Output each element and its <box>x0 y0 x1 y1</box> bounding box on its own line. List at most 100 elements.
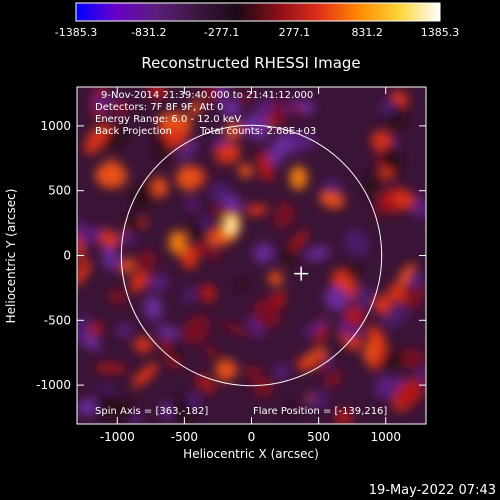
fringe-structure <box>290 229 308 252</box>
fringe-structure <box>112 99 130 117</box>
bright-source <box>168 230 187 255</box>
fringe-structure <box>243 365 262 379</box>
chart-title: Reconstructed RHESSI Image <box>141 54 360 72</box>
x-tick-label: -1000 <box>100 430 135 444</box>
y-tick-label: 500 <box>48 184 71 198</box>
fringe-structure <box>95 163 128 189</box>
fringe-structure <box>221 194 243 212</box>
fringe-structure <box>84 125 107 155</box>
fringe-structure <box>209 137 231 147</box>
fringe-structure <box>378 99 397 116</box>
fringe-structure <box>182 315 210 345</box>
fringe-structure <box>308 390 329 411</box>
fringe-structure <box>79 225 102 245</box>
fringe-structure <box>96 393 122 419</box>
fringe-structure <box>180 245 198 269</box>
fringe-structure <box>133 336 153 353</box>
annotation-flare-position: Flare Position = [-139,216] <box>253 406 387 417</box>
fringe-structure <box>222 322 251 337</box>
y-tick-label: 0 <box>63 249 71 263</box>
fringe-structure <box>131 184 154 209</box>
y-axis: -1000 -500 0 500 1000 <box>36 119 426 392</box>
fringe-structure <box>144 295 163 321</box>
annotation-method: Back Projection <box>95 126 172 137</box>
fringe-structure <box>274 200 292 230</box>
fringe-structure <box>243 115 269 140</box>
fringe-structure <box>253 298 281 328</box>
x-tick-label: -500 <box>171 430 198 444</box>
fringe-structure <box>196 374 216 394</box>
fringe-structure <box>214 142 241 164</box>
fringe-structure <box>406 295 421 311</box>
fringe-structure <box>186 197 199 211</box>
fringe-structure <box>235 279 247 291</box>
colorbar-tick-label: -1385.3 <box>55 26 97 39</box>
fringe-structure <box>284 401 294 420</box>
fringe-structure <box>94 363 128 373</box>
x-tick-label: 1000 <box>370 430 401 444</box>
fringe-structure <box>252 376 274 398</box>
fringe-structure <box>190 99 202 117</box>
fringe-structure <box>182 285 197 305</box>
x-axis-label: Heliocentric X (arcsec) <box>183 447 319 461</box>
colorbar-tick-labels: -1385.3 -831.2 -277.1 277.1 831.2 1385.3 <box>55 26 459 39</box>
fringe-structure <box>364 168 379 200</box>
bright-source <box>289 165 308 190</box>
fringe-structure <box>373 294 392 315</box>
y-tick-label: -500 <box>44 313 71 327</box>
colorbar-tick-label: 277.1 <box>279 26 311 39</box>
fringe-structure <box>121 257 135 274</box>
colorbar <box>75 2 441 22</box>
fringe-structure <box>125 216 142 235</box>
fringe-structure <box>246 316 265 339</box>
fringe-structure <box>151 176 168 198</box>
heatmap-image <box>77 87 426 424</box>
fringe-structure <box>334 409 353 424</box>
fringe-structure <box>215 359 237 381</box>
fringe-structure <box>290 133 316 152</box>
fringe-structure <box>253 243 274 264</box>
fringe-structure <box>274 362 289 381</box>
y-tick-label: 1000 <box>40 119 71 133</box>
y-axis-label: Heliocentric Y (arcsec) <box>4 189 18 324</box>
fringe-structure <box>301 318 328 337</box>
y-tick-label: -1000 <box>36 378 71 392</box>
fringe-structure <box>408 272 424 289</box>
fringe-structure <box>220 99 242 117</box>
solar-limb-circle <box>120 124 383 387</box>
x-axis: -1000 -500 0 500 1000 <box>100 87 401 444</box>
annotation-energy: Energy Range: 6.0 - 12.0 keV <box>95 114 241 125</box>
fringe-structure <box>395 378 424 408</box>
fringe-structure <box>148 273 169 292</box>
fringe-structure <box>256 151 274 183</box>
fringe-structure <box>96 229 120 248</box>
fringe-structure <box>200 284 217 303</box>
fringe-structure <box>319 191 346 209</box>
fringe-structure <box>176 165 203 191</box>
fringe-structure <box>129 269 149 293</box>
fringe-structure <box>186 392 201 407</box>
fringe-structure <box>412 198 426 219</box>
fringe-structure <box>299 100 315 115</box>
fringe-structure <box>343 229 369 257</box>
x-tick-label: 500 <box>307 430 330 444</box>
fringe-structure <box>381 351 405 370</box>
fringe-structure <box>345 261 361 279</box>
annotation-spin-axis: Spin Axis = [363,-182] <box>95 406 208 417</box>
fringe-structure <box>393 191 419 209</box>
colorbar-tick-label: 1385.3 <box>421 26 460 39</box>
fringe-structure <box>161 128 190 143</box>
fringe-structure <box>103 125 127 152</box>
fringe-structure <box>268 271 283 286</box>
fringe-structure <box>374 204 391 216</box>
fringe-structure <box>77 315 93 343</box>
colorbar-tick-label: -831.2 <box>131 26 166 39</box>
fringe-structure <box>282 96 298 115</box>
fringe-structure <box>304 246 331 261</box>
fringe-structure <box>371 130 393 151</box>
fringe-structure <box>380 146 403 171</box>
fringe-structure <box>238 163 253 178</box>
fringe-structure <box>107 289 128 305</box>
fringe-structure <box>324 286 349 311</box>
